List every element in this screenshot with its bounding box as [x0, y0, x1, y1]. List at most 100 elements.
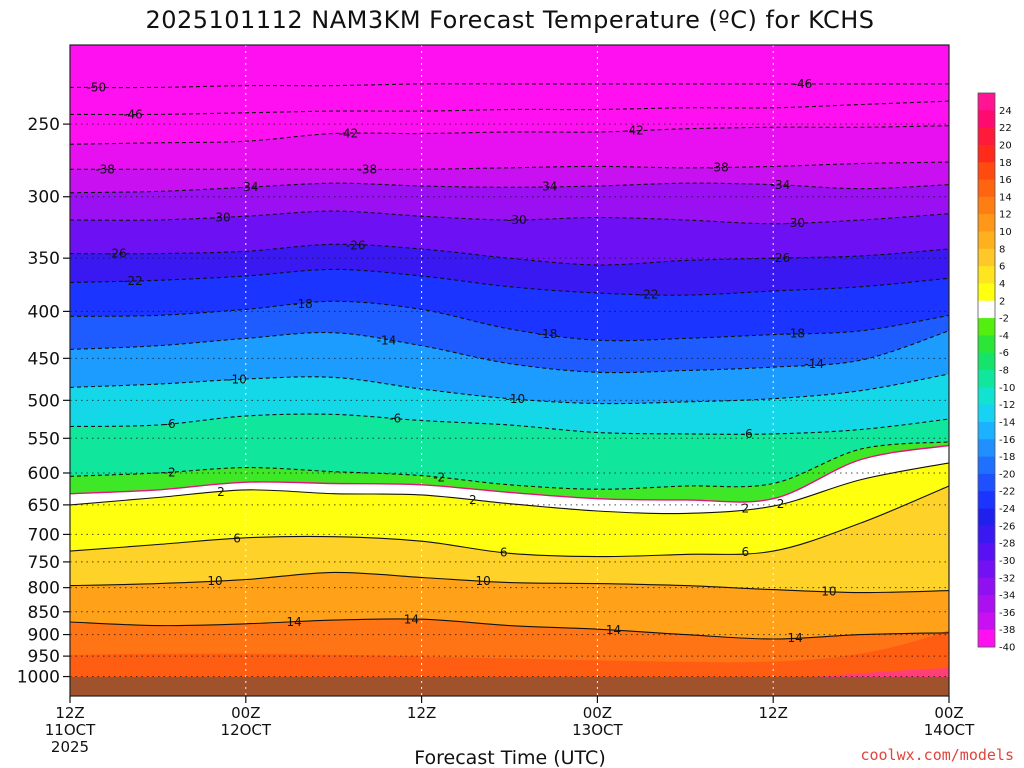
contour-label: -18 [538, 327, 558, 341]
contour-label: -18 [293, 297, 313, 311]
colorbar-swatch [978, 629, 995, 648]
colorbar-label: 24 [999, 106, 1012, 117]
y-tick-label: 300 [28, 188, 60, 208]
colorbar-swatch [978, 612, 995, 631]
gridlines [70, 45, 949, 696]
colorbar-swatch [978, 491, 995, 509]
colorbar-label: 6 [999, 262, 1005, 273]
colorbar-swatch [978, 439, 995, 458]
contour-label: -26 [771, 251, 791, 265]
colorbar-label: -8 [999, 366, 1009, 377]
y-tick-label: 1000 [17, 668, 60, 688]
colorbar-label: -2 [999, 314, 1009, 325]
colorbar-swatch [978, 144, 995, 163]
x-tick-label: 00Z [583, 704, 612, 722]
y-tick-label: 900 [28, 626, 60, 646]
contour-label: 2 [217, 485, 225, 499]
contour-label: -6 [741, 427, 753, 441]
colorbar-label: 12 [999, 210, 1012, 221]
colorbar-swatch [978, 525, 995, 544]
y-tick-label: 500 [28, 391, 60, 411]
contour-label: 10 [821, 584, 836, 598]
colorbar-swatch [978, 387, 995, 406]
colorbar-label: -10 [999, 383, 1015, 394]
colorbar-label: -32 [999, 573, 1015, 584]
x-tick-label: 11OCT [45, 721, 96, 739]
contour-label: 14 [404, 612, 419, 626]
colorbar-label: -4 [999, 331, 1009, 342]
colorbar-label: -16 [999, 435, 1015, 446]
x-tick-label: 2025 [51, 738, 89, 756]
contour-label: -42 [339, 127, 359, 141]
isotherm--42 [70, 125, 949, 145]
isotherm--2 [70, 441, 949, 490]
contour-label: 6 [742, 545, 750, 559]
isotherm--6 [70, 413, 949, 435]
y-tick-label: 800 [28, 579, 60, 599]
colorbar-swatch [978, 283, 995, 302]
y-tick-label: 650 [28, 496, 60, 516]
colorbar-swatch [978, 179, 995, 198]
isotherm--26 [70, 243, 949, 266]
colorbar-swatch [978, 595, 995, 613]
contour-label: -2 [164, 465, 176, 479]
x-tick-label: 14OCT [924, 721, 975, 739]
x-tick-label: 12OCT [221, 721, 272, 739]
colorbar-label: -28 [999, 539, 1015, 550]
contour-label: -42 [624, 124, 644, 138]
contour-label: -34 [239, 180, 259, 194]
isotherm--34 [70, 182, 949, 194]
colorbar-swatch [978, 421, 995, 440]
colorbar-swatch [978, 335, 995, 354]
colorbar-swatch [978, 508, 995, 527]
contour-label: -38 [358, 162, 378, 176]
isotherm--10 [70, 373, 949, 405]
isotherm--30 [70, 210, 949, 225]
contour-label: -50 [87, 80, 107, 94]
colorbar-label: -30 [999, 556, 1015, 567]
colorbar-label: -38 [999, 625, 1015, 636]
colorbar-swatch [978, 456, 995, 475]
colorbar-frame [977, 92, 996, 648]
colorbar-label: 22 [999, 123, 1012, 134]
contour-label: -30 [507, 213, 527, 227]
colorbar-label: -34 [999, 591, 1015, 602]
plot-frame [69, 44, 950, 697]
colorbar-label: 4 [999, 279, 1005, 290]
colorbar: 24 22 20 18 16 14 12 10 8 6 4 2 -2 -4 -6 -8 -10 -12 -14 -16… [977, 92, 1015, 654]
x-tick-label: 00Z [231, 704, 260, 722]
isotherm-contours: -50 -46 -46 -42 -42 -38 -38 -38 -34 -34 -34 -30 -30 -… [70, 77, 949, 645]
y-tick-label: 700 [28, 525, 60, 545]
contour-label: 14 [788, 631, 803, 645]
y-tick-label: 950 [28, 647, 60, 667]
contour-label: -30 [211, 210, 231, 224]
contour-label: -14 [377, 334, 397, 348]
contour-label: -22 [123, 274, 143, 288]
colorbar-label: -12 [999, 400, 1015, 411]
contour-label: -46 [123, 107, 143, 121]
colorbar-label: -20 [999, 469, 1015, 480]
isotherm--22 [70, 268, 949, 296]
x-tick-label: 00Z [934, 704, 963, 722]
x-axis-label: Forecast Time (UTC) [414, 747, 605, 768]
y-tick-label: 400 [28, 302, 60, 322]
contour-label: -26 [346, 238, 366, 252]
colorbar-label: -6 [999, 348, 1009, 359]
y-tick-label: 550 [28, 429, 60, 449]
colorbar-label: -22 [999, 487, 1015, 498]
credit-link[interactable]: coolwx.com/models [860, 746, 1014, 764]
isotherm-0 [70, 444, 949, 503]
colorbar-label: 8 [999, 244, 1005, 255]
contour-label: -34 [771, 178, 791, 192]
colorbar-label: 16 [999, 175, 1012, 186]
y-tick-label: 600 [28, 464, 60, 484]
isotherm--14 [70, 330, 949, 374]
colorbar-swatch [978, 127, 995, 146]
y-tick-label: 850 [28, 603, 60, 623]
y-tick-label: 450 [28, 349, 60, 369]
colorbar-swatch [978, 214, 995, 232]
y-tick-label: 250 [28, 115, 60, 135]
y-axis: 250 300 350 400 450 500 550 600 650 700 750 800 850 9… [17, 115, 70, 688]
colorbar-swatch [978, 196, 995, 215]
